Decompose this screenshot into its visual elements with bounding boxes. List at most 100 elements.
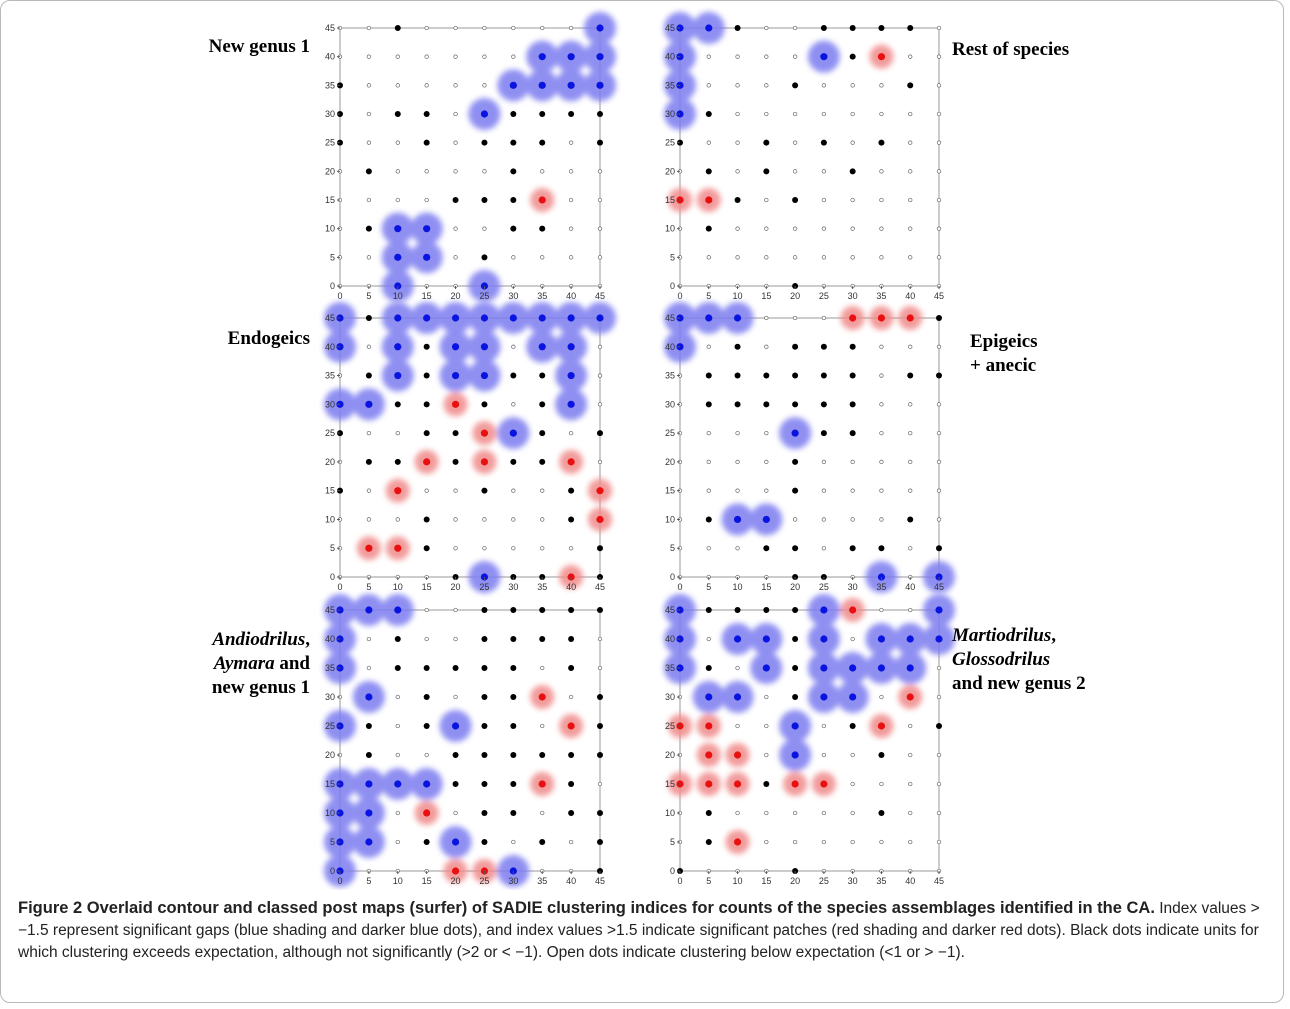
open-dot	[706, 83, 711, 88]
open-dot	[366, 83, 372, 88]
x-tick-label: 5	[366, 582, 371, 592]
gap-dot	[877, 664, 886, 672]
open-dot	[511, 255, 516, 260]
open-dot	[366, 430, 372, 436]
open-dot	[908, 255, 913, 260]
black-dot	[452, 665, 459, 671]
black-dot	[820, 25, 827, 31]
patch-dot	[705, 196, 713, 204]
patch-dot	[394, 544, 402, 552]
x-tick-label: 0	[677, 582, 682, 592]
patch-dot	[423, 809, 431, 817]
black-dot	[423, 694, 430, 700]
open-dot	[735, 169, 740, 174]
map-panel-3: 00 5 5 10 10 15 15 20 20 25 25 30 30 35 35 40 40 45 45	[324, 302, 616, 593]
gap-dot	[394, 371, 402, 380]
open-dot	[453, 54, 458, 59]
black-dot	[849, 168, 856, 175]
black-dot	[907, 372, 914, 379]
gap-dot	[906, 664, 914, 672]
gap-dot	[877, 635, 886, 643]
y-tick-label: 25	[325, 428, 335, 438]
open-dot	[482, 54, 487, 59]
gap-dot	[820, 635, 828, 643]
gap-dot	[394, 225, 402, 233]
open-dot	[936, 111, 942, 117]
open-dot	[908, 140, 913, 145]
y-tick-label: 45	[325, 605, 335, 615]
gap-dot	[480, 343, 489, 351]
gap-dot	[820, 53, 828, 61]
black-dot	[597, 430, 603, 437]
gap-dot	[394, 780, 402, 788]
open-dot	[792, 226, 798, 231]
black-dot	[597, 723, 603, 729]
open-dot	[366, 488, 372, 493]
y-tick-label: 25	[665, 138, 675, 148]
black-dot	[481, 636, 488, 642]
x-tick-label: 5	[706, 291, 711, 301]
black-dot	[792, 343, 799, 350]
black-dot	[705, 168, 712, 175]
open-dot	[424, 197, 429, 203]
open-dot	[597, 226, 603, 231]
black-dot	[510, 372, 517, 379]
gap-dot	[394, 253, 402, 261]
black-dot	[734, 372, 741, 379]
open-dot	[936, 810, 942, 816]
black-dot	[423, 343, 430, 350]
patch-dot	[877, 722, 886, 730]
map-frame	[679, 317, 940, 578]
x-tick-label: 35	[876, 582, 886, 592]
open-dot	[482, 25, 487, 31]
x-tick-label: 0	[337, 291, 342, 301]
x-tick-label: 20	[790, 291, 800, 301]
open-dot	[764, 488, 769, 493]
open-dot	[764, 459, 769, 465]
black-dot	[568, 516, 575, 523]
black-dot	[792, 372, 799, 379]
black-dot	[481, 723, 488, 729]
black-dot	[568, 487, 575, 494]
x-tick-label: 35	[876, 291, 886, 301]
black-dot	[510, 694, 517, 700]
y-tick-label: 15	[325, 195, 335, 205]
black-dot	[568, 111, 575, 117]
open-dot	[453, 488, 458, 493]
black-dot	[763, 607, 770, 613]
y-tick-label: 15	[665, 779, 675, 789]
open-dot	[879, 226, 884, 231]
y-tick-label: 0	[330, 281, 335, 291]
open-dot	[764, 54, 769, 59]
x-tick-label: 25	[479, 291, 489, 301]
y-tick-label: 20	[665, 166, 675, 176]
open-dot	[850, 459, 855, 465]
gap-dot	[596, 314, 604, 322]
open-dot	[424, 488, 429, 493]
black-dot	[568, 781, 575, 787]
open-dot	[936, 781, 942, 787]
open-dot	[764, 315, 769, 321]
black-dot	[452, 197, 459, 203]
gap-dot	[567, 81, 575, 89]
y-tick-label: 20	[325, 457, 335, 467]
black-dot	[510, 139, 517, 146]
open-dot	[792, 315, 798, 321]
black-dot	[510, 781, 517, 787]
black-dot	[936, 545, 942, 552]
patch-dot	[596, 515, 604, 524]
gap-dot	[791, 751, 799, 759]
open-dot	[597, 402, 603, 407]
black-dot	[820, 343, 827, 350]
y-tick-label: 5	[670, 837, 675, 847]
black-dot	[481, 839, 488, 845]
gap-dot	[509, 314, 517, 322]
black-dot	[423, 430, 430, 437]
open-dot	[821, 226, 827, 231]
black-dot	[510, 111, 517, 117]
open-dot	[395, 197, 400, 203]
gap-dot	[705, 314, 713, 322]
gap-dot	[762, 664, 770, 672]
black-dot	[568, 665, 575, 671]
gap-dot	[423, 253, 431, 261]
